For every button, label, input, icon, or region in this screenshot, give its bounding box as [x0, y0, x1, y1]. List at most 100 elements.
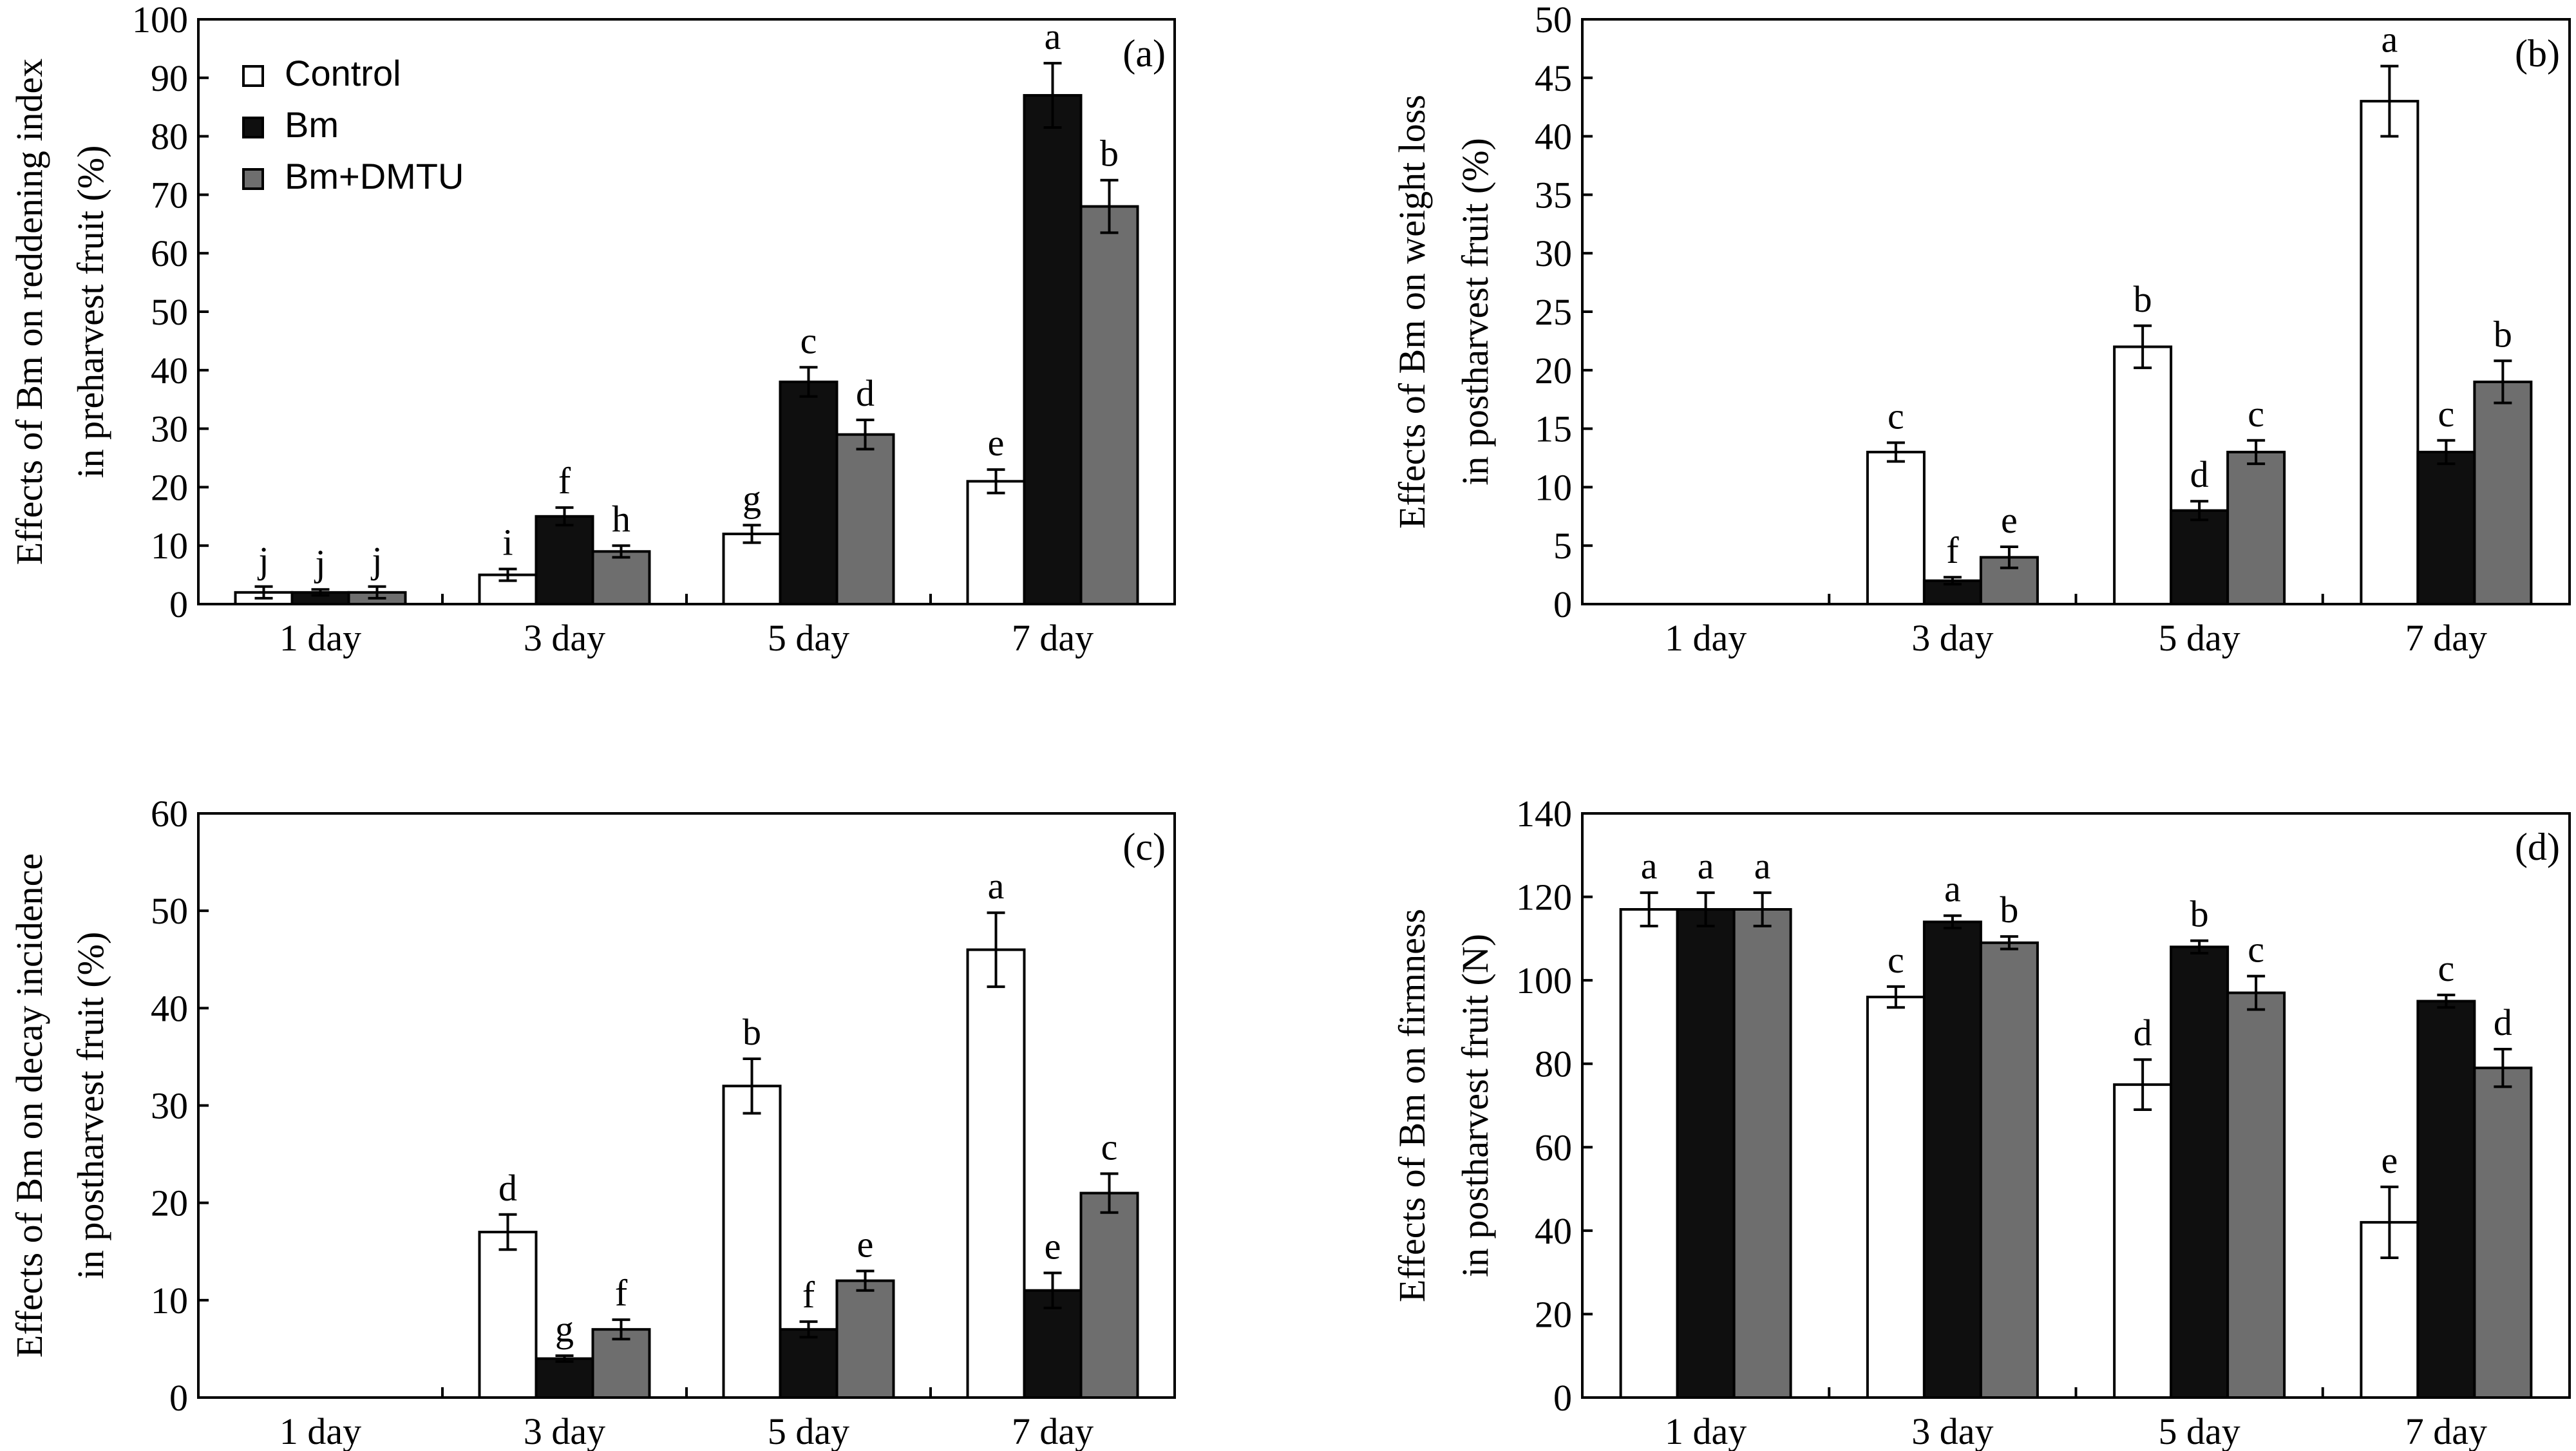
panel-d-ytick-label: 100 — [1516, 960, 1572, 1001]
panel-c-ytick-label: 10 — [151, 1280, 188, 1322]
panel-b-xtick-label: 5 day — [2159, 617, 2240, 659]
panel-a-significance-letter: i — [502, 522, 513, 564]
panel-a-bar — [535, 515, 594, 605]
panel-a-significance-letter: j — [257, 539, 269, 581]
panel-c-ylabel-line1: Effects of Bm on decay incidence — [8, 853, 50, 1358]
panel-d-significance-letter: c — [1888, 939, 1904, 981]
panel-d-significance-letter: a — [1698, 845, 1714, 887]
panel-c-significance-letter: f — [802, 1274, 815, 1316]
panel-d-significance-letter: c — [2248, 929, 2264, 971]
panel-c-ytick-label: 30 — [151, 1085, 188, 1127]
panel-b-bar — [2226, 450, 2286, 605]
panel-a-significance-letter: j — [370, 539, 382, 581]
panel-b-ytick-label: 35 — [1535, 174, 1572, 216]
panel-d-xtick-label: 1 day — [1665, 1410, 1747, 1451]
panel-d-significance-letter: a — [1944, 868, 1961, 910]
panel-d-xtick-label: 3 day — [1911, 1410, 1993, 1451]
panel-b-xtick-label: 7 day — [2405, 617, 2487, 659]
panel-a-significance-letter: e — [988, 422, 1005, 464]
panel-a-bar — [722, 533, 782, 605]
panel-d-bar — [1676, 908, 1736, 1399]
panel-d-significance-letter: b — [2190, 893, 2209, 935]
panel-b-bar — [2473, 380, 2533, 606]
panel-c-bar — [966, 948, 1026, 1399]
panel-b-ytick-label: 0 — [1553, 583, 1572, 625]
panel-a-xtick-label: 1 day — [279, 617, 361, 659]
panel-a-ytick-label: 0 — [169, 583, 188, 625]
panel-a-ytick-label: 20 — [151, 466, 188, 508]
panel-b-significance-letter: c — [2438, 393, 2455, 435]
panel-a-ylabel-line2: in preharvest fruit (%) — [70, 146, 111, 479]
panel-c-significance-letter: e — [1045, 1226, 1061, 1267]
panel-d-ytick-label: 80 — [1535, 1043, 1572, 1085]
panel-c-significance-letter: c — [1101, 1126, 1118, 1168]
panel-a-significance-letter: c — [800, 319, 817, 361]
panel-b-bar — [2170, 509, 2230, 605]
legend-swatch-bm — [242, 117, 264, 138]
panel-a-significance-letter: f — [558, 460, 571, 502]
panel-d-tag: (d) — [2515, 826, 2560, 868]
panel-d-bar — [1922, 920, 1982, 1399]
panel-c-bar — [535, 1357, 594, 1399]
panel-d-ylabel-line1: Effects of Bm on firmness — [1391, 909, 1433, 1302]
panel-b-tag: (b) — [2515, 32, 2560, 75]
panel-c-ytick-label: 60 — [151, 793, 188, 835]
panel-b-chart: 0 5 10 15 20 25 30 35 40 45 50 1 day 3 day 5 day 7 day… — [1391, 0, 2571, 659]
panel-b-ytick-label: 15 — [1535, 408, 1572, 450]
panel-a-bar — [1023, 94, 1083, 606]
panel-d-significance-letter: a — [1641, 845, 1658, 887]
panel-b-xtick-label: 1 day — [1665, 617, 1747, 659]
panel-b-significance-letter: b — [2134, 278, 2152, 320]
legend: Control Bm Bm+DMTU — [242, 53, 464, 196]
panel-b-ytick-label: 25 — [1535, 291, 1572, 333]
panel-d-significance-letter: b — [2000, 889, 2018, 931]
panel-c-bar — [478, 1231, 538, 1399]
legend-label: Control — [285, 53, 401, 93]
panel-d-significance-letter: a — [1754, 845, 1771, 887]
panel-c-significance-letter: e — [857, 1223, 874, 1265]
panel-d-bar — [2416, 1000, 2476, 1399]
panel-d-ytick-label: 140 — [1516, 793, 1572, 835]
panel-a-xtick-label: 3 day — [524, 617, 605, 659]
panel-a-tag: (a) — [1122, 32, 1166, 75]
panel-a-ytick-label: 100 — [132, 0, 188, 41]
panel-a-significance-letter: h — [612, 498, 630, 540]
panel-c-xtick-label: 7 day — [1012, 1410, 1094, 1451]
panel-b-ytick-label: 5 — [1553, 525, 1572, 567]
panel-b-ytick-label: 45 — [1535, 57, 1572, 99]
panel-b-bar — [2360, 100, 2420, 605]
panel-a-bar — [591, 550, 651, 606]
panel-b-bar — [2416, 450, 2476, 605]
panel-a-ylabel-line1: Effects of Bm on reddening index — [8, 59, 50, 565]
panel-c-xtick-label: 1 day — [279, 1410, 361, 1451]
legend-label: Bm+DMTU — [285, 156, 464, 196]
panel-a-bar — [966, 480, 1026, 605]
panel-d-ytick-label: 60 — [1535, 1126, 1572, 1168]
legend-swatch-bm-dmtu — [242, 168, 264, 190]
panel-b-ylabel-line1: Effects of Bm on weight loss — [1391, 95, 1433, 529]
panel-b-ytick-label: 10 — [1535, 466, 1572, 508]
panel-d-ytick-label: 0 — [1553, 1377, 1572, 1419]
panel-a-bar — [779, 380, 838, 606]
panel-d-xtick-label: 7 day — [2405, 1410, 2487, 1451]
panel-d-ytick-label: 20 — [1535, 1293, 1572, 1335]
panel-a-ytick-label: 70 — [151, 174, 188, 216]
panel-c-ytick-label: 40 — [151, 987, 188, 1029]
panel-a-bar — [835, 433, 895, 605]
panel-c-ytick-label: 0 — [169, 1377, 188, 1419]
panel-b-ytick-label: 20 — [1535, 350, 1572, 392]
panel-c-ylabel-line2: in postharvest fruit (%) — [70, 932, 111, 1280]
panel-c-ytick-label: 50 — [151, 890, 188, 932]
panel-b-bar — [2113, 345, 2173, 605]
panel-c-significance-letter: b — [743, 1011, 761, 1053]
panel-d-bar — [2170, 945, 2230, 1399]
panel-a-chart: 0 10 20 30 40 50 60 70 80 90 100 1 day 3 day 5 day 7 d… — [8, 0, 1176, 659]
panel-a-ytick-label: 10 — [151, 525, 188, 567]
panel-d-bar — [1866, 996, 1926, 1399]
panel-d-bar — [2473, 1067, 2533, 1399]
panel-d-significance-letter: d — [2134, 1012, 2152, 1054]
panel-b-significance-letter: f — [1946, 529, 1959, 571]
panel-b-significance-letter: a — [2382, 19, 2398, 61]
